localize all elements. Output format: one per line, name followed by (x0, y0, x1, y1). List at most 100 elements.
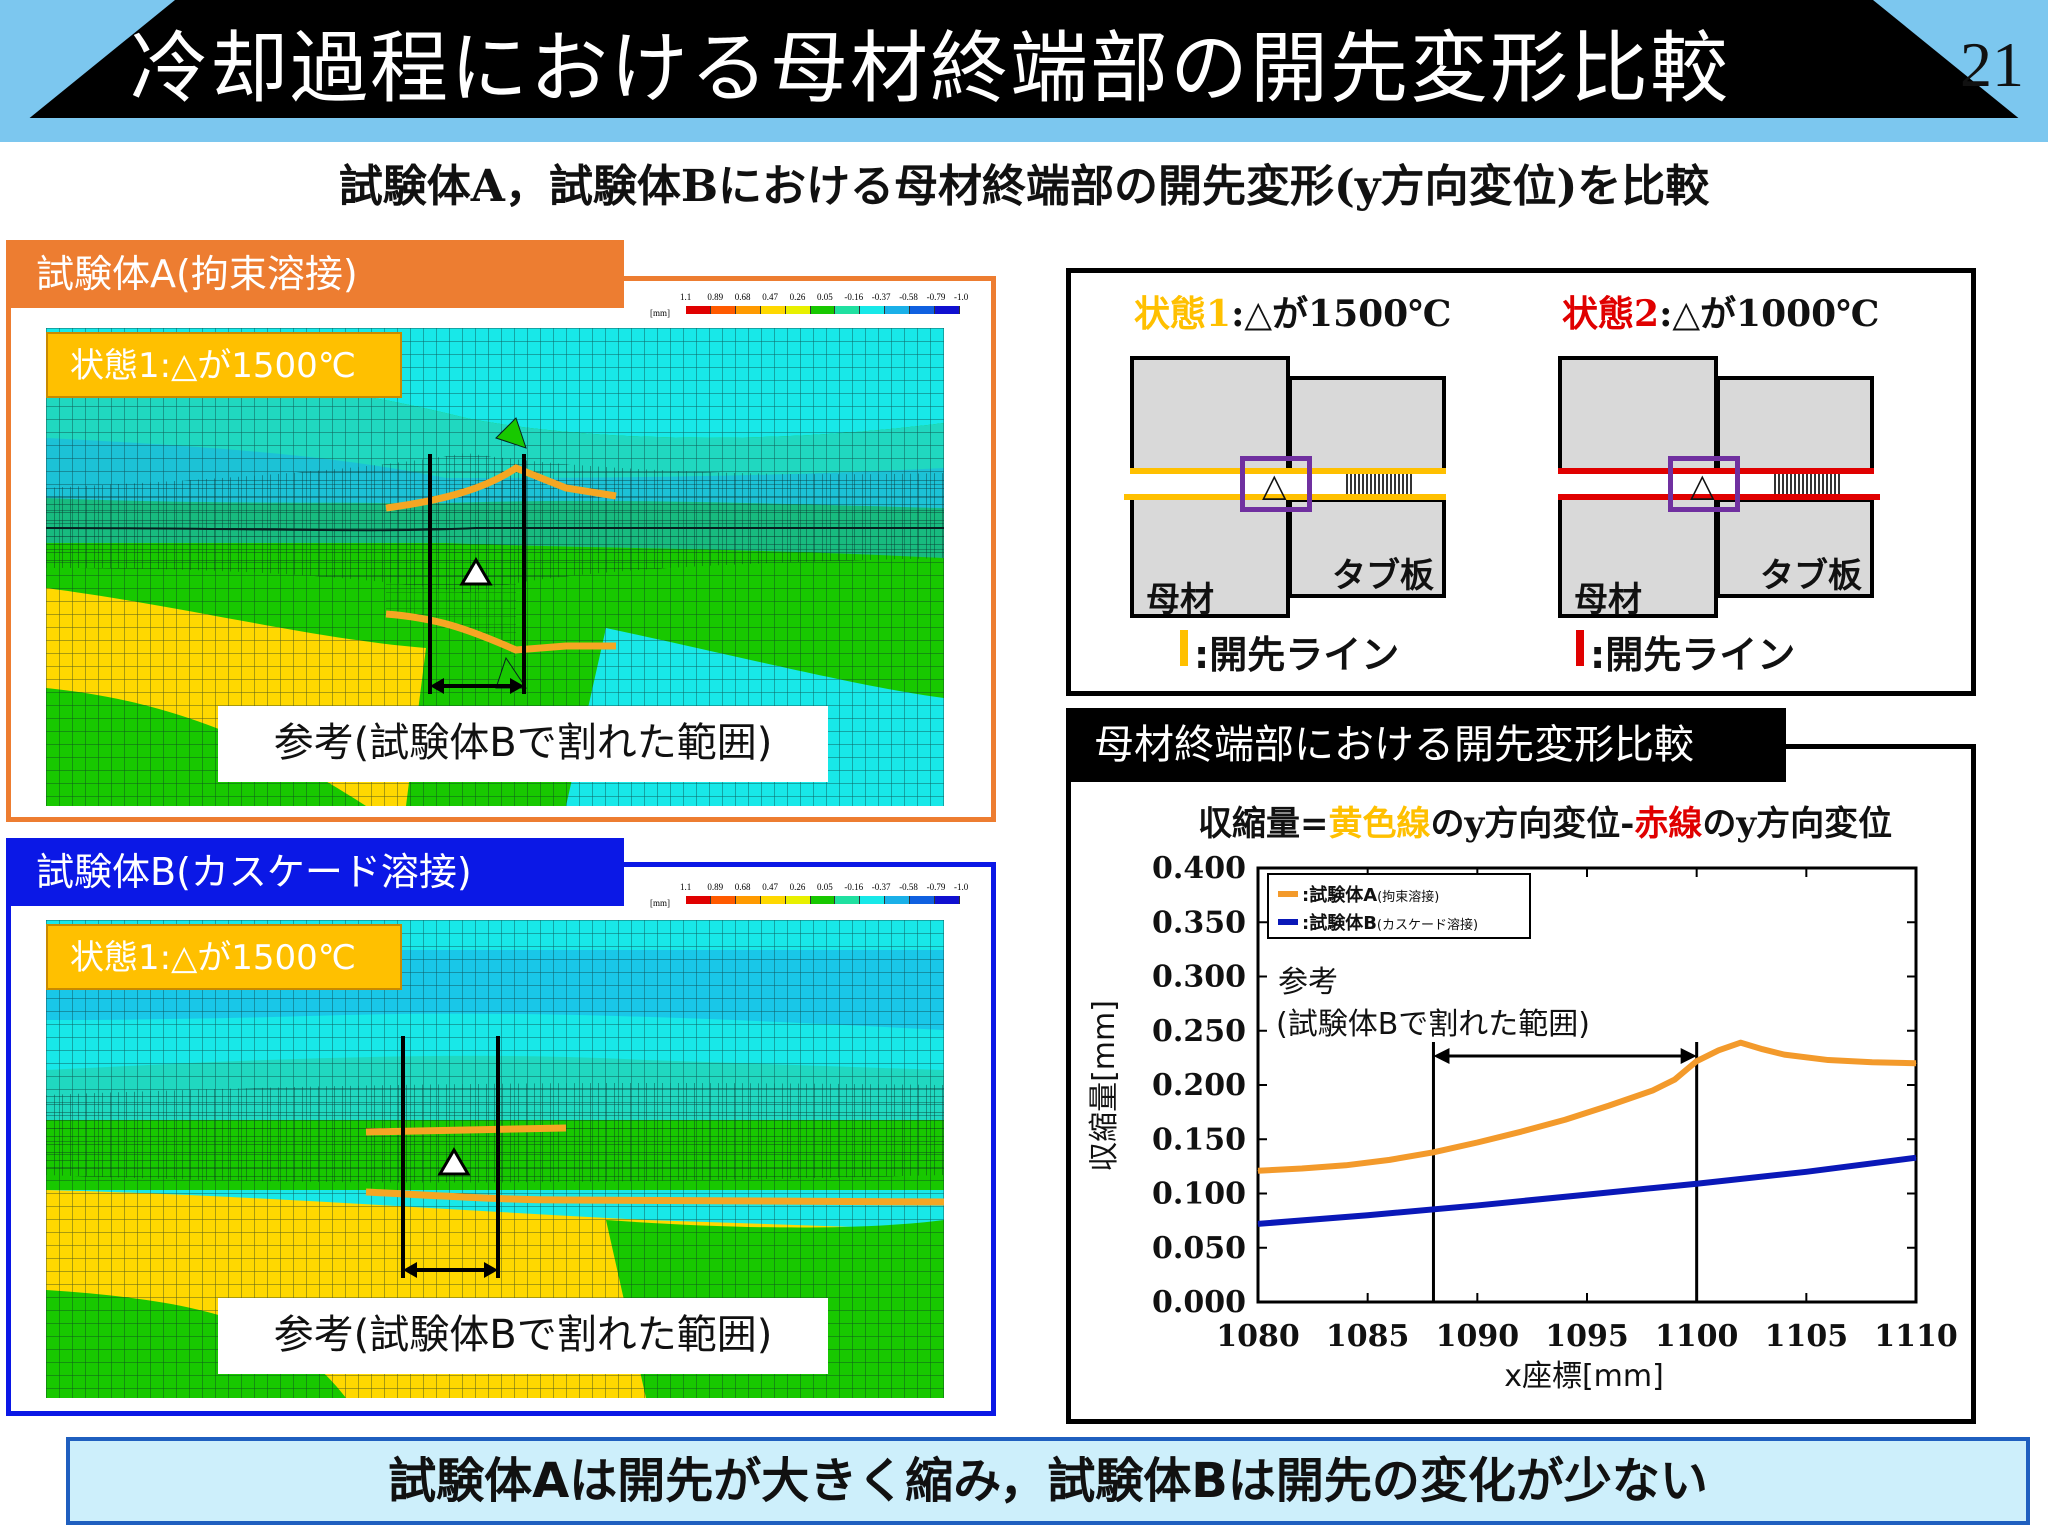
colorbar-tick-label: 0.47 (762, 882, 778, 892)
x-tick-label: 1100 (1655, 1319, 1739, 1354)
colorbar-swatch (860, 306, 886, 314)
colorbar-tick-label: 0.47 (762, 292, 778, 302)
data-point (1718, 1049, 1720, 1051)
data-point (1257, 1223, 1259, 1225)
colorbar-tick-label: 0.89 (707, 882, 724, 892)
data-point (1696, 1183, 1698, 1185)
y-tick-label: 0.200 (1152, 1068, 1246, 1103)
panel-a-reference-label: 参考(試験体Bで割れた範囲) (218, 706, 828, 782)
colorbar-tick-label: 0.05 (817, 292, 833, 302)
state1-legend-label: :開先ライン (1194, 633, 1400, 677)
state2-text: :△が1000℃ (1659, 293, 1880, 335)
colorbar-swatch (785, 306, 811, 314)
data-point (1652, 1089, 1654, 1091)
state2-weld-bead (1774, 474, 1840, 496)
colorbar-swatch (885, 306, 911, 314)
colorbar-tick-label: -0.16 (844, 292, 864, 302)
plot-area (1256, 866, 1918, 1304)
state2-tab-top (1716, 376, 1874, 472)
state2-groove-line-top (1558, 468, 1874, 474)
state1-groove-line-top (1130, 468, 1446, 474)
colorbar-tick-label: 0.89 (707, 292, 724, 302)
colorbar-swatch (710, 306, 736, 314)
chart-box-tab: 母材終端部における開先変形比較 (1066, 708, 1786, 782)
state1-legend-swatch (1180, 630, 1188, 666)
colorbar-swatches (686, 306, 960, 314)
data-point (1740, 1042, 1742, 1044)
state2-prefix: 状態2 (1562, 293, 1660, 335)
data-point (1608, 1105, 1610, 1107)
panel-b-state-label: 状態1:△が1500℃ (46, 924, 402, 990)
formula-yellow-line: 黄色線 (1328, 804, 1431, 844)
y-tick-label: 0.350 (1152, 905, 1246, 940)
state2-marker-triangle: △ (1690, 466, 1715, 504)
data-point (1301, 1168, 1303, 1170)
data-point (1783, 1054, 1785, 1056)
data-point (1915, 1062, 1917, 1064)
data-point (1257, 1170, 1259, 1172)
data-point (1345, 1164, 1347, 1166)
data-point (1915, 1157, 1917, 1159)
y-tick-label: 0.100 (1152, 1177, 1246, 1212)
annotation-line-2: (試験体Bで割れた範囲) (1276, 1007, 1590, 1042)
colorbar-swatch (735, 896, 761, 904)
x-tick-label: 1080 (1216, 1319, 1300, 1354)
colorbar-tick-label: 1.1 (680, 882, 692, 892)
formula-part-3: のy方向変位- (1430, 804, 1635, 844)
state2-tab-label: タブ板 (1760, 556, 1862, 596)
colorbar-tick-label: 0.68 (734, 882, 751, 892)
y-tick-label: 0.050 (1152, 1231, 1246, 1266)
data-point (1476, 1142, 1478, 1144)
colorbar-tick-label: -0.37 (871, 882, 891, 892)
colorbar-tick-label: -0.37 (871, 292, 891, 302)
annotation-line-1: 参考 (1278, 965, 1338, 1000)
slide-subtitle: 試験体A，試験体Bにおける母材終端部の開先変形(y方向変位)を比較 (338, 161, 1710, 212)
state1-heading: 状態1:△が1500℃ (1134, 285, 1451, 337)
x-tick-label: 1090 (1436, 1319, 1520, 1354)
state2-focus-box (1668, 456, 1740, 512)
data-point (1871, 1061, 1873, 1063)
state1-tab-label: タブ板 (1332, 556, 1434, 596)
state1-marker-triangle: △ (1262, 466, 1287, 504)
legend-label-suffix: (拘束溶接) (1377, 889, 1439, 905)
data-point (1761, 1048, 1763, 1050)
y-tick-label: 0.250 (1152, 1014, 1246, 1049)
data-point (1476, 1204, 1478, 1206)
page-title: 冷却過程における母材終端部の開先変形比較 (130, 24, 1731, 114)
shrinkage-line-chart: 0.000 0.050 0.100 0.150 0.200 0.250 0.300 0.350… (1087, 851, 1958, 1394)
data-point (1389, 1159, 1391, 1161)
formula-part-1: 収縮量= (1198, 804, 1329, 844)
colorbar-tick-label: -0.79 (926, 882, 946, 892)
formula-red-line: 赤線 (1634, 804, 1703, 844)
colorbar-tick-label: 0.05 (817, 882, 833, 892)
colorbar-tick-label: -0.58 (899, 882, 918, 892)
colorbar-swatch (885, 896, 911, 904)
colorbar-swatch (835, 306, 861, 314)
y-tick-label: 0.400 (1152, 851, 1246, 886)
colorbar-tick-label: -0.58 (899, 292, 918, 302)
data-point (1520, 1131, 1522, 1133)
colorbar-tick-label: -0.79 (926, 292, 946, 302)
panel-b-colorbar: [mm] 1.1 0.89 0.68 0.47 0.26 0.05 -0.16 -0.37 -0… (650, 882, 968, 914)
panel-a-state-label: 状態1:△が1500℃ (46, 332, 402, 398)
data-point (1696, 1060, 1698, 1062)
y-tick-label: 0.150 (1152, 1122, 1246, 1157)
data-point (1805, 1171, 1807, 1173)
colorbar-swatch (810, 306, 836, 314)
colorbar-swatch (710, 896, 736, 904)
states-diagram-box (1066, 268, 1976, 696)
colorbar-swatch (785, 896, 811, 904)
legend-label: :試験体A(拘束溶接) (1302, 884, 1439, 906)
state1-text: :△が1500℃ (1231, 293, 1452, 335)
y-axis-label: 収縮量[mm] (1087, 1000, 1122, 1172)
colorbar-swatch (835, 896, 861, 904)
colorbar-swatch (910, 896, 936, 904)
panel-b-reference-label: 参考(試験体Bで割れた範囲) (218, 1298, 828, 1374)
colorbar-swatch (935, 306, 960, 314)
shrinkage-formula: 収縮量=黄色線のy方向変位-赤線のy方向変位 (1198, 796, 1892, 845)
colorbar-tick-label: 0.26 (789, 292, 806, 302)
title-bar-bottom-band (0, 118, 2048, 142)
colorbar-tick-label: 0.68 (734, 292, 751, 302)
colorbar-tick-label: -1.0 (954, 292, 969, 302)
data-point (1827, 1059, 1829, 1061)
